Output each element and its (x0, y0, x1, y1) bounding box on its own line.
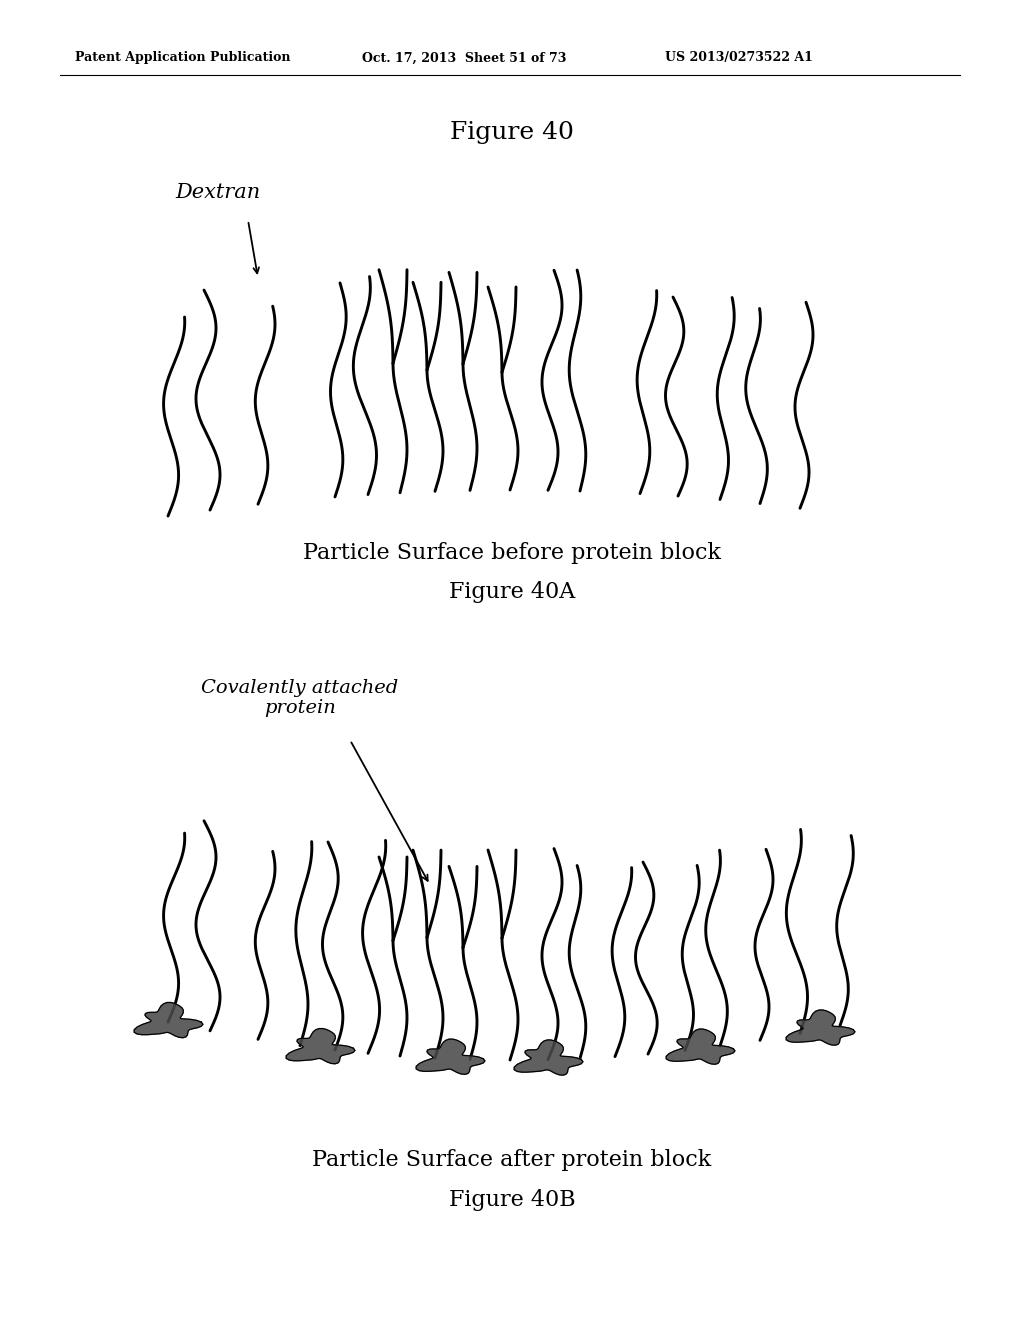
Text: US 2013/0273522 A1: US 2013/0273522 A1 (665, 51, 813, 65)
Text: Figure 40: Figure 40 (451, 121, 573, 144)
Text: Particle Surface before protein block: Particle Surface before protein block (303, 543, 721, 564)
Text: Particle Surface after protein block: Particle Surface after protein block (312, 1148, 712, 1171)
Text: Figure 40A: Figure 40A (449, 581, 575, 603)
Polygon shape (286, 1028, 355, 1064)
Polygon shape (514, 1040, 583, 1076)
Polygon shape (416, 1039, 485, 1074)
Text: Figure 40B: Figure 40B (449, 1189, 575, 1210)
Text: Oct. 17, 2013  Sheet 51 of 73: Oct. 17, 2013 Sheet 51 of 73 (362, 51, 566, 65)
Polygon shape (667, 1030, 735, 1064)
Text: Dextran: Dextran (175, 183, 260, 202)
Text: Patent Application Publication: Patent Application Publication (75, 51, 291, 65)
Polygon shape (134, 1002, 203, 1038)
Text: Covalently attached
protein: Covalently attached protein (202, 678, 398, 717)
Polygon shape (786, 1010, 855, 1045)
